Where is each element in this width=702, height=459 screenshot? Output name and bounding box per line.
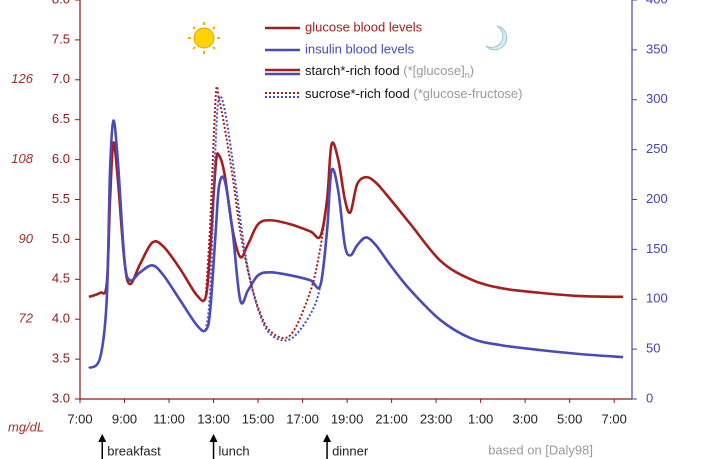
legend-label: starch*-rich food (*[glucose]n) bbox=[305, 63, 474, 80]
x-tick-label: 21:00 bbox=[375, 411, 408, 426]
x-tick-label: 1:00 bbox=[468, 411, 493, 426]
legend-label: sucrose*-rich food (*glucose-fructose) bbox=[305, 86, 523, 101]
source-note: based on [Daly98] bbox=[488, 442, 593, 457]
x-tick-label: 3:00 bbox=[513, 411, 538, 426]
y-tick-label: 5.0 bbox=[52, 231, 70, 246]
y2-tick-label: 150 bbox=[646, 241, 668, 256]
legend-label: insulin blood levels bbox=[305, 41, 415, 56]
y2-tick-label: 250 bbox=[646, 141, 668, 156]
legend-label-text: starch*-rich food bbox=[305, 63, 400, 78]
x-tick-label: 9:00 bbox=[112, 411, 137, 426]
mg-tick-label: 108 bbox=[11, 151, 33, 166]
x-tick-label: 7:00 bbox=[67, 411, 92, 426]
y-tick-label: 3.5 bbox=[52, 351, 70, 366]
series-line bbox=[88, 141, 624, 303]
x-tick-label: 19:00 bbox=[331, 411, 364, 426]
legend-note-sub: n bbox=[465, 70, 470, 80]
y2-tick-label: 400 bbox=[646, 0, 668, 6]
y-tick-label: 6.5 bbox=[52, 111, 70, 126]
x-tick-label: 15:00 bbox=[242, 411, 275, 426]
mg-unit: mg/dL bbox=[8, 419, 44, 434]
series-line bbox=[204, 95, 329, 342]
y2-tick-label: 0 bbox=[646, 390, 653, 405]
y-tick-label: 3.0 bbox=[52, 390, 70, 405]
mg-tick-label: 90 bbox=[19, 231, 34, 246]
legend-note-end: ) bbox=[470, 63, 474, 78]
series-line bbox=[88, 119, 624, 370]
meal-arrowhead bbox=[323, 434, 332, 442]
x-tick-label: 13:00 bbox=[197, 411, 230, 426]
moon-icon bbox=[485, 25, 508, 51]
legend-label: glucose blood levels bbox=[305, 19, 423, 34]
x-tick-label: 5:00 bbox=[557, 411, 582, 426]
y-tick-label: 5.5 bbox=[52, 191, 70, 206]
meal-label: breakfast bbox=[107, 443, 161, 458]
x-tick-label: 7:00 bbox=[602, 411, 627, 426]
legend-label-text: sucrose*-rich food bbox=[305, 86, 410, 101]
legend-note: (*[glucose] bbox=[400, 63, 465, 78]
mg-tick-label: 72 bbox=[19, 311, 34, 326]
x-tick-label: 17:00 bbox=[286, 411, 319, 426]
y-tick-label: 7.0 bbox=[52, 71, 70, 86]
meal-arrowhead bbox=[209, 434, 218, 442]
legend-note: (*glucose-fructose) bbox=[410, 86, 523, 101]
y2-tick-label: 350 bbox=[646, 41, 668, 56]
y-tick-label: 8.0 bbox=[52, 0, 70, 6]
x-tick-label: 11:00 bbox=[153, 411, 185, 426]
y2-tick-label: 50 bbox=[646, 341, 660, 356]
y-tick-label: 7.5 bbox=[52, 31, 70, 46]
x-tick-label: 23:00 bbox=[420, 411, 453, 426]
y-tick-label: 4.0 bbox=[52, 311, 70, 326]
y2-tick-label: 100 bbox=[646, 291, 668, 306]
series-line bbox=[204, 85, 329, 340]
y2-tick-label: 300 bbox=[646, 91, 668, 106]
meal-arrowhead bbox=[98, 434, 107, 442]
y-tick-label: 6.0 bbox=[52, 151, 70, 166]
y-tick-label: 4.5 bbox=[52, 271, 70, 286]
mg-tick-label: 126 bbox=[11, 71, 33, 86]
meal-label: dinner bbox=[332, 443, 369, 458]
sun-icon bbox=[188, 22, 220, 54]
meal-label: lunch bbox=[219, 443, 250, 458]
y2-tick-label: 200 bbox=[646, 191, 668, 206]
